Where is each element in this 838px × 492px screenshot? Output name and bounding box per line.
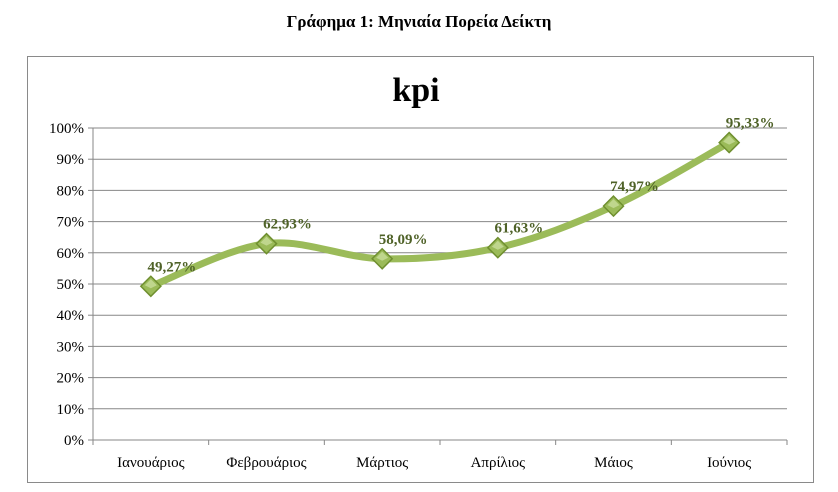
chart-frame (27, 56, 814, 483)
series-kpi (147, 139, 733, 290)
y-tick-label: 70% (57, 215, 85, 231)
data-marker-highlight (723, 135, 736, 145)
data-label: 58,09% (379, 232, 428, 248)
x-tick-labels: Ιανουάριος Φεβρουάριος Μάρτιος Απρίλιος Μάιο… (117, 455, 751, 471)
y-tick-label: 10% (57, 402, 85, 418)
data-marker-highlight (607, 199, 620, 209)
data-labels: 49,27% 62,93% 58,09% 61,63% 74,97% 95,33% (147, 116, 774, 276)
y-tick-label: 100% (49, 121, 84, 137)
series-line (147, 139, 733, 290)
data-markers (139, 131, 741, 298)
x-tick-label: Μάρτιος (356, 455, 408, 471)
data-label: 49,27% (147, 259, 196, 275)
y-tick-label: 40% (57, 308, 85, 324)
chart-title: kpi (392, 72, 439, 109)
y-tick-label: 30% (57, 339, 85, 355)
data-label: 74,97% (610, 179, 659, 195)
y-tick-label: 60% (57, 246, 85, 262)
y-tick-label: 90% (57, 152, 85, 168)
x-tick-label: Ιανουάριος (117, 455, 184, 471)
x-tick-label: Ιούνιος (707, 455, 751, 471)
data-marker-highlight (491, 240, 504, 250)
x-tick-label: Απρίλιος (471, 455, 526, 471)
x-tick-label: Φεβρουάριος (226, 455, 306, 471)
x-tick-label: Μάιος (594, 455, 633, 471)
data-label: 61,63% (494, 221, 543, 237)
data-marker-highlight (144, 279, 157, 289)
y-tick-label: 50% (57, 277, 85, 293)
data-label: 95,33% (726, 116, 775, 132)
figure-caption: Γράφημα 1: Μηνιαία Πορεία Δείκτη (286, 12, 552, 31)
data-marker-highlight (376, 251, 389, 261)
y-tick-label: 20% (57, 371, 85, 387)
axes (88, 127, 788, 445)
y-tick-label: 0% (64, 433, 84, 449)
data-label: 62,93% (263, 217, 312, 233)
y-tick-label: 80% (57, 183, 85, 199)
y-tick-labels: 0% 10% 20% 30% 40% 50% 60% 70% 80% 90% 100% (49, 121, 84, 449)
data-marker-highlight (260, 236, 273, 246)
gridlines (93, 127, 787, 410)
